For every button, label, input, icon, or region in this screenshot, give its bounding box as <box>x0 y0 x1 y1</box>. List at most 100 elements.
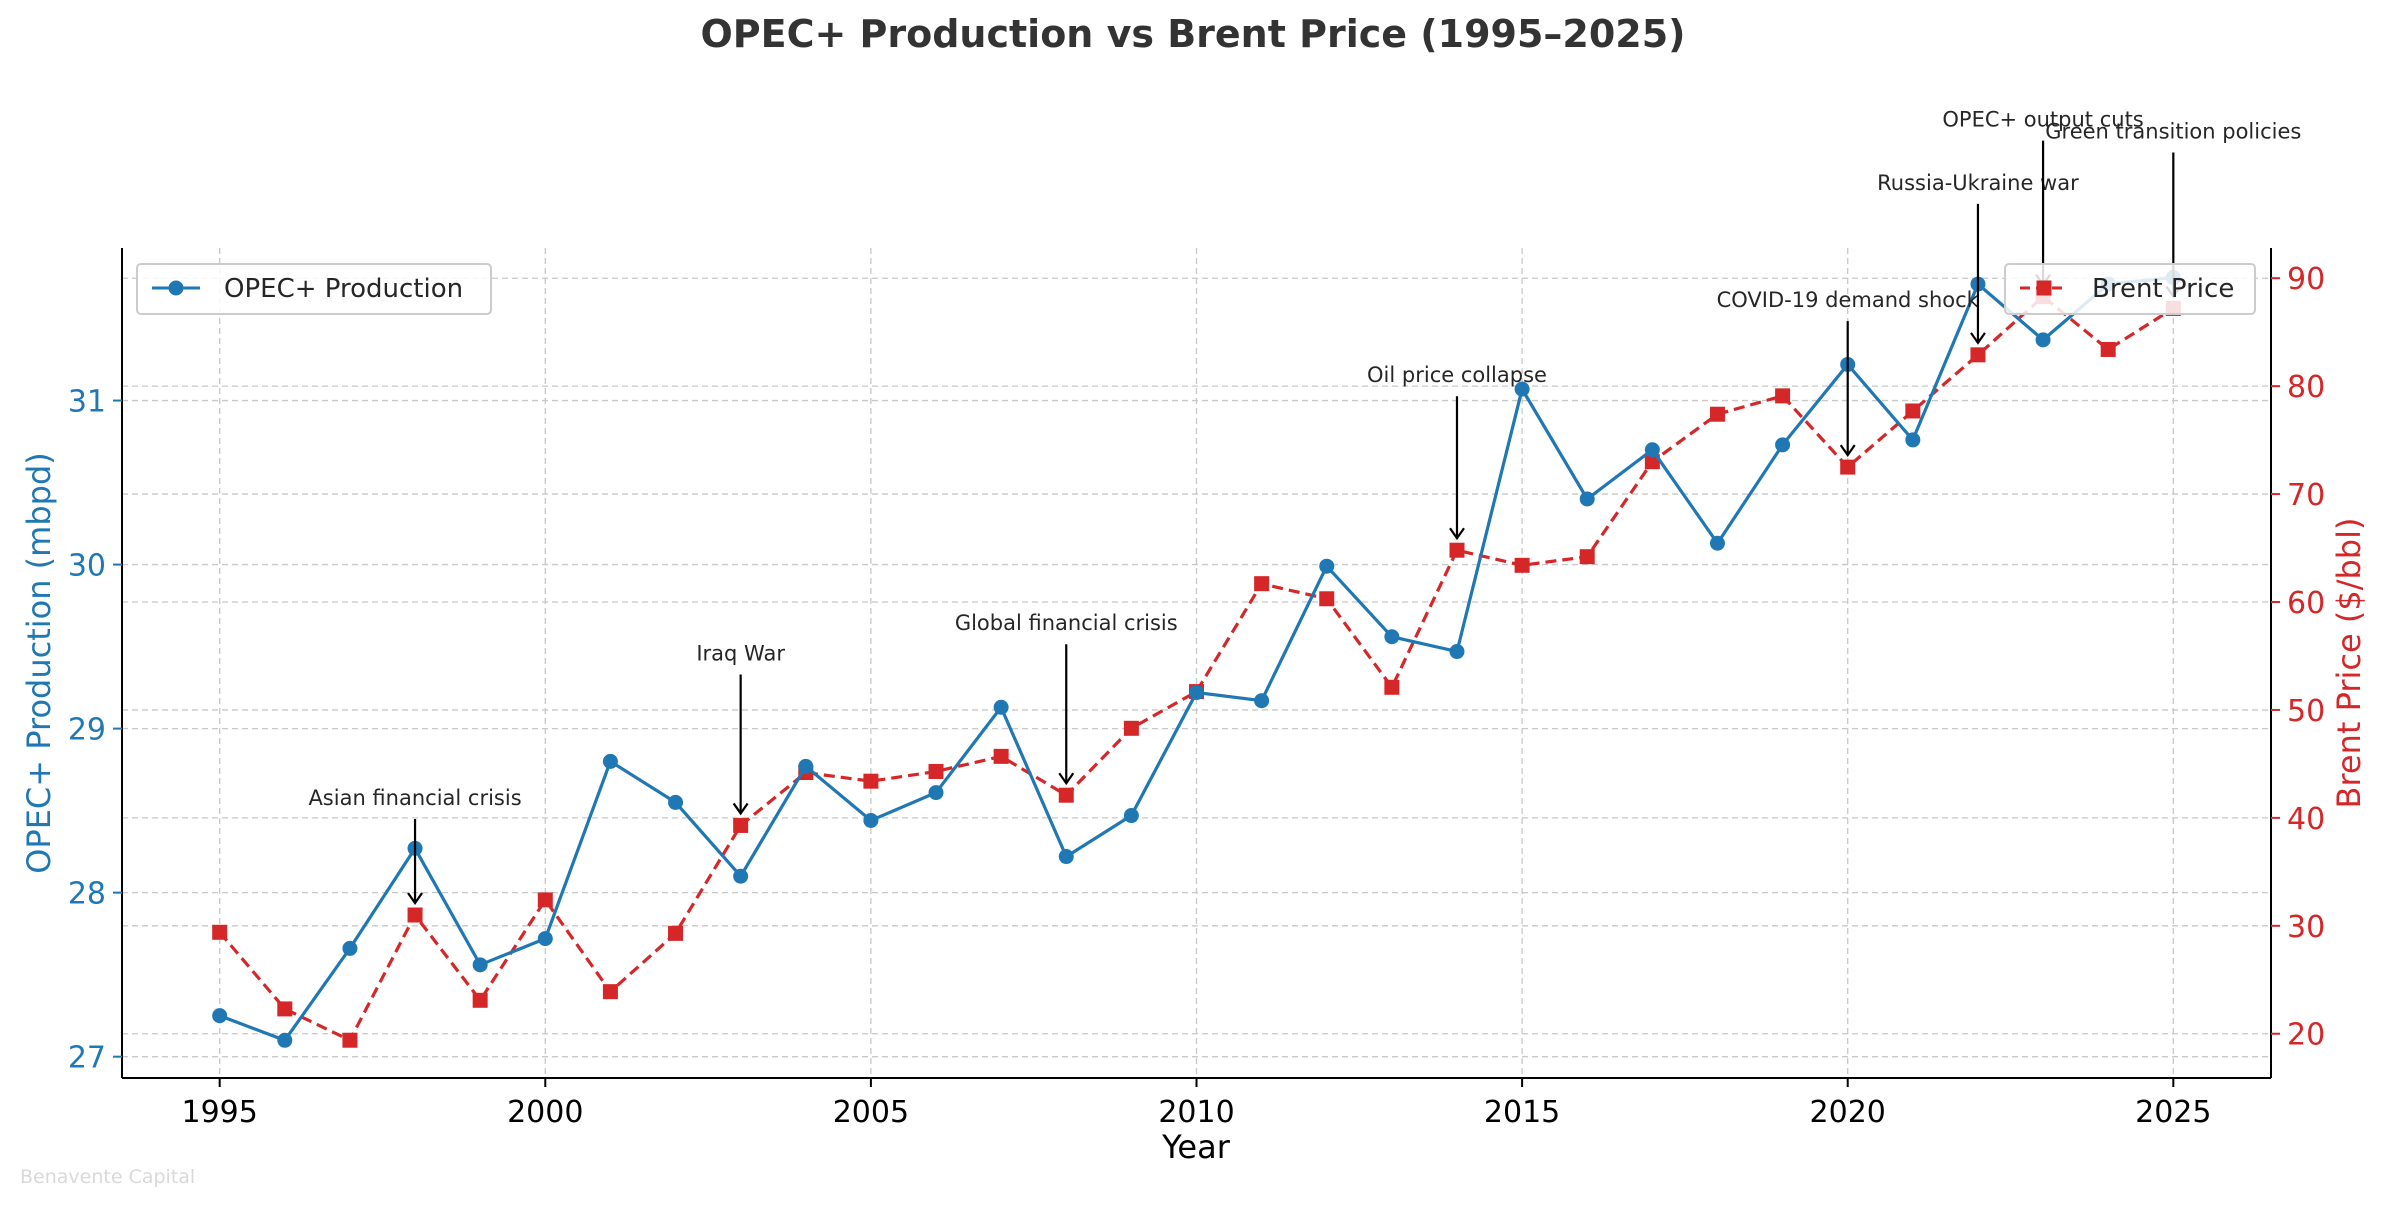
brent-price-point <box>342 1032 358 1048</box>
right-y-tick-label: 90 <box>2287 262 2325 297</box>
right-y-axis-ticks: 20 30 40 50 60 70 80 90 <box>2271 262 2325 1053</box>
x-tick-label: 2000 <box>507 1095 583 1130</box>
opec-production-point <box>1644 442 1660 458</box>
annotation-label: Russia-Ukraine war <box>1877 171 2079 195</box>
x-tick-label: 2020 <box>1810 1095 1886 1130</box>
right-y-tick-label: 50 <box>2287 694 2325 729</box>
right-y-axis-label: Brent Price ($/bbl) <box>2330 518 2368 809</box>
grid <box>122 248 2271 1078</box>
opec-production-point <box>1905 432 1921 448</box>
opec-production-point <box>602 753 618 769</box>
opec-production-point <box>1254 693 1270 709</box>
brent-price-point <box>1319 591 1335 607</box>
opec-production-point <box>1319 558 1335 574</box>
opec-production-point <box>1709 535 1725 551</box>
legend-price-label: Brent Price <box>2092 274 2234 304</box>
annotation-arrow-head <box>1058 772 1075 786</box>
x-tick-label: 2015 <box>1484 1095 1560 1130</box>
annotation-arrow-head <box>1839 444 1856 458</box>
legend-price-frame <box>2004 263 2256 315</box>
annotation-label: Iraq War <box>696 641 785 665</box>
left-y-tick-label: 27 <box>68 1041 106 1076</box>
x-tick-label: 2005 <box>833 1095 909 1130</box>
legend-production-label: OPEC+ Production <box>224 274 463 304</box>
annotation-label: Oil price collapse <box>1367 363 1547 387</box>
annotation-arrow-head <box>732 802 749 816</box>
opec-production-point <box>1058 849 1074 865</box>
brent-price-point <box>472 992 488 1008</box>
legend-production: OPEC+ Production <box>136 263 492 315</box>
chart-title: OPEC+ Production vs Brent Price (1995–20… <box>700 12 1685 56</box>
brent-price-point <box>993 748 1009 764</box>
left-y-tick-label: 31 <box>68 385 106 420</box>
legend-production-frame <box>136 263 492 315</box>
watermark: Benavente Capital <box>20 1166 195 1188</box>
brent-price-point <box>733 817 749 833</box>
brent-price-point <box>1254 576 1270 592</box>
opec-production-point <box>993 699 1009 715</box>
brent-price-point <box>1514 557 1530 573</box>
right-y-tick-label: 80 <box>2287 370 2325 405</box>
brent-price-point <box>1840 459 1856 475</box>
annotation-label: Global financial crisis <box>955 611 1178 635</box>
brent-price-point <box>277 1001 293 1017</box>
brent-price-point <box>1058 787 1074 803</box>
legend-price-marker <box>2036 280 2052 296</box>
opec-production-point <box>277 1032 293 1048</box>
right-y-tick-label: 70 <box>2287 478 2325 513</box>
legend-production-marker <box>168 280 184 296</box>
opec-production-point <box>1514 381 1530 397</box>
annotation-arrow-head <box>1970 332 1986 345</box>
brent-price-point <box>407 907 423 923</box>
x-tick-label: 2010 <box>1158 1095 1234 1130</box>
left-y-tick-label: 30 <box>68 549 106 584</box>
brent-price-point <box>1905 403 1921 419</box>
x-tick-label: 1995 <box>182 1095 258 1130</box>
annotations-layer: Asian financial crisis Iraq War Global fin… <box>308 108 2301 905</box>
brent-price-point <box>1775 388 1791 404</box>
opec-production-point <box>928 785 944 801</box>
brent-price-point <box>1384 679 1400 695</box>
right-y-tick-label: 30 <box>2287 910 2325 945</box>
brent-price-point <box>1579 549 1595 565</box>
opec-production-point <box>668 794 684 810</box>
opec-production-point <box>212 1008 228 1024</box>
opec-production-point <box>472 957 488 973</box>
annotation-label: Green transition policies <box>2045 119 2301 143</box>
x-axis-ticks: 1995 2000 2005 2010 2015 2020 2025 <box>182 1078 2211 1130</box>
brent-price-point <box>2100 341 2116 357</box>
right-y-tick-label: 20 <box>2287 1018 2325 1053</box>
opec-production-point <box>342 940 358 956</box>
brent-price-point <box>928 763 944 779</box>
opec-production-point <box>733 868 749 884</box>
right-y-tick-label: 40 <box>2287 802 2325 837</box>
brent-price-point <box>863 773 879 789</box>
brent-price-point <box>1123 720 1139 736</box>
opec-production-point <box>1579 491 1595 507</box>
x-axis-label: Year <box>1161 1128 1231 1166</box>
annotation-label: OPEC+ output cuts <box>1942 108 2143 132</box>
left-y-tick-label: 28 <box>68 877 106 912</box>
brent-price-point <box>537 892 553 908</box>
opec-production-point <box>1189 685 1204 701</box>
brent-price-point <box>1449 542 1465 558</box>
brent-price-point <box>1709 406 1725 422</box>
brent-price-point <box>668 925 684 941</box>
right-y-tick-label: 60 <box>2287 586 2325 621</box>
annotation-arrow-head <box>1449 527 1465 541</box>
brent-price-point <box>1970 347 1986 363</box>
annotation-arrow-head <box>407 892 423 905</box>
legend-price: Brent Price <box>2004 263 2256 315</box>
x-tick-label: 2025 <box>2135 1095 2211 1130</box>
opec-production-point <box>1449 644 1465 660</box>
left-y-tick-label: 29 <box>68 713 106 748</box>
opec-production-point <box>2035 332 2051 348</box>
opec-production-point <box>537 931 553 947</box>
brent-price-point <box>212 924 228 940</box>
left-y-axis-ticks: 27 28 29 30 31 <box>68 385 122 1076</box>
opec-production-point <box>1123 808 1139 824</box>
opec-production-point <box>863 812 879 828</box>
annotation-label: Asian financial crisis <box>308 786 521 810</box>
opec-production-point <box>1384 629 1400 645</box>
